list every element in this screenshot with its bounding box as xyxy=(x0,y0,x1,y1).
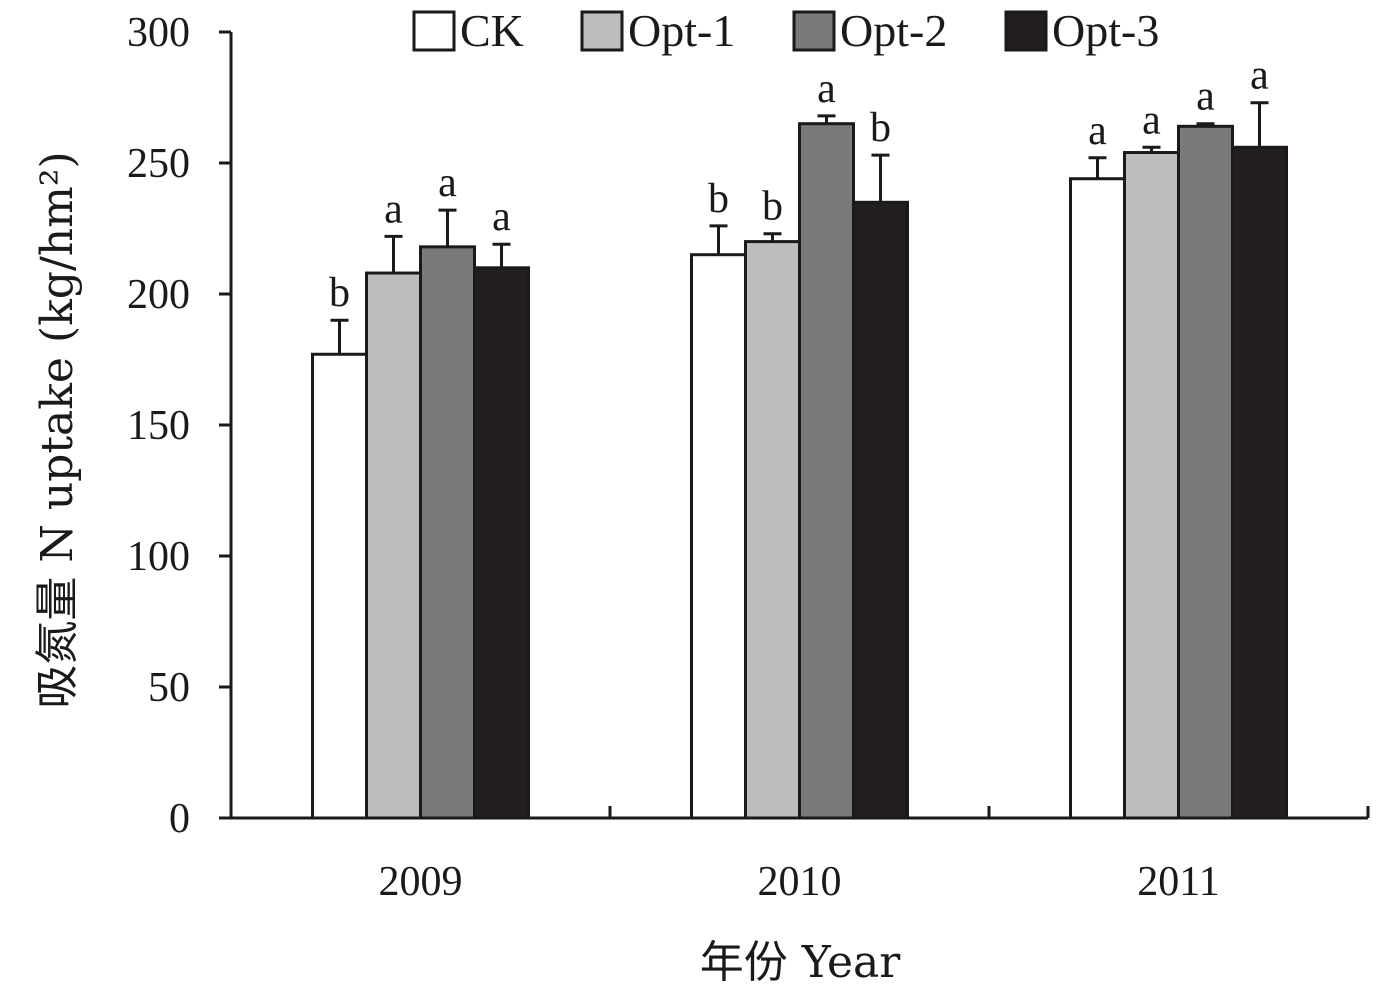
significance-label: a xyxy=(492,194,511,240)
legend-label-ck: CK xyxy=(460,5,524,56)
x-tick-label: 2009 xyxy=(379,859,463,905)
bar-opt-3-2009 xyxy=(473,266,530,820)
y-tick-label: 100 xyxy=(127,534,190,580)
significance-label: a xyxy=(817,66,836,112)
bar-opt-2-2009 xyxy=(419,245,476,820)
bar-opt-2-2010 xyxy=(798,122,855,820)
bar-opt-3-2010 xyxy=(852,200,909,820)
significance-label: a xyxy=(1088,108,1107,154)
x-axis-ticks: 2009 2010 2011 xyxy=(229,806,1370,905)
x-tick-label: 2010 xyxy=(758,859,842,905)
legend-label-opt-1: Opt-1 xyxy=(628,5,735,56)
y-tick-label: 200 xyxy=(127,272,190,318)
significance-label: b xyxy=(762,184,783,230)
significance-label: b xyxy=(870,105,891,151)
x-tick-label: 2011 xyxy=(1137,859,1219,905)
significance-label: b xyxy=(708,176,729,222)
y-tick-label: 300 xyxy=(127,10,190,56)
legend-label-opt-3: Opt-3 xyxy=(1052,5,1159,56)
y-axis-ticks: 0 50 100 150 200 250 300 xyxy=(127,10,231,842)
legend-swatch-opt-1 xyxy=(580,10,624,52)
y-tick-label: 50 xyxy=(148,665,190,711)
significance-label: a xyxy=(384,186,403,232)
bar-opt-1-2011 xyxy=(1123,151,1180,820)
y-axis-title: 吸氮量 N uptake (kg/hm²) xyxy=(32,151,83,708)
legend: CK Opt-1 Opt-2 Opt-3 xyxy=(412,5,1159,56)
y-tick-label: 0 xyxy=(169,796,190,842)
significance-label: a xyxy=(1196,74,1215,120)
bar-opt-1-2009 xyxy=(365,271,422,820)
legend-swatch-opt-2 xyxy=(792,10,836,52)
legend-swatch-opt-3 xyxy=(1004,10,1048,52)
significance-label: a xyxy=(1142,97,1161,143)
legend-swatch-ck xyxy=(412,10,456,52)
significance-label: a xyxy=(1250,53,1269,99)
bar-ck-2010 xyxy=(690,253,747,820)
bar-ck-2009 xyxy=(311,352,368,820)
legend-label-opt-2: Opt-2 xyxy=(840,5,947,56)
bar-ck-2011 xyxy=(1069,177,1126,820)
significance-label: b xyxy=(329,270,350,316)
y-tick-label: 250 xyxy=(127,141,190,187)
bar-opt-1-2010 xyxy=(744,240,801,820)
y-tick-label: 150 xyxy=(127,403,190,449)
bar-opt-2-2011 xyxy=(1177,124,1234,820)
bar-opt-3-2011 xyxy=(1231,145,1288,820)
axes xyxy=(229,32,1368,820)
significance-label: a xyxy=(438,160,457,206)
x-axis-title: 年份 Year xyxy=(700,937,901,988)
